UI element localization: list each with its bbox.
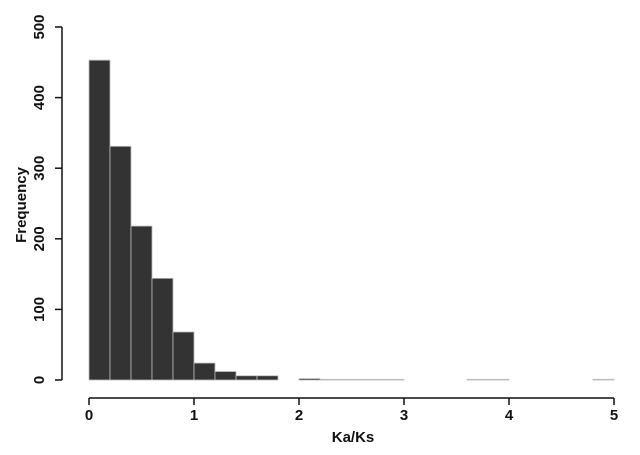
bar — [172, 331, 195, 381]
y-axis-label: Frequency — [13, 166, 30, 243]
bar — [88, 59, 111, 381]
y-tick-label: 100 — [31, 297, 48, 322]
bar — [256, 375, 279, 381]
bar — [235, 375, 258, 381]
x-tick-label: 4 — [505, 407, 514, 424]
y-tick-label: 500 — [31, 14, 48, 39]
x-tick-label: 2 — [295, 407, 303, 424]
y-tick-label: 200 — [31, 226, 48, 251]
bar — [151, 277, 174, 381]
x-tick-label: 5 — [610, 407, 618, 424]
x-tick-label: 0 — [85, 407, 93, 424]
bar — [592, 378, 615, 381]
x-tick-label: 1 — [190, 407, 198, 424]
bar — [130, 225, 153, 381]
y-tick-label: 0 — [31, 376, 48, 384]
bar — [319, 378, 342, 381]
bar — [487, 378, 510, 381]
bar — [193, 362, 216, 381]
bar — [466, 378, 489, 381]
bar — [382, 378, 405, 381]
bar — [340, 378, 363, 381]
y-tick-label: 400 — [31, 85, 48, 110]
bar — [214, 371, 237, 381]
bar — [361, 378, 384, 381]
y-tick-label: 300 — [31, 156, 48, 181]
bar — [109, 145, 132, 381]
x-axis-label: Ka/Ks — [332, 429, 375, 446]
bar — [298, 378, 321, 381]
x-tick-label: 3 — [400, 407, 408, 424]
